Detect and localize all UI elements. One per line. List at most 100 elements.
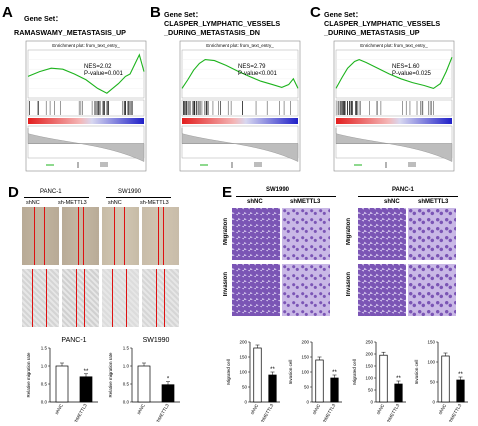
significance-label: * <box>167 377 170 383</box>
wound-edge-line <box>34 207 35 265</box>
plot-title: Enrichment plot: from_text_entry_ <box>52 43 120 48</box>
invasion-image <box>358 264 406 316</box>
migration-image <box>232 208 280 260</box>
wound-edge-line <box>84 269 85 327</box>
y-tick-label: 200 <box>239 340 247 345</box>
bar <box>268 374 277 403</box>
plot-title: Enrichment plot: from_text_entry_ <box>206 43 274 48</box>
panel-letter-e: E <box>222 184 233 201</box>
y-tick-label: 0.5 <box>41 382 48 387</box>
bar <box>379 354 388 403</box>
significance-label: ** <box>270 367 275 373</box>
scratch-image-later <box>102 269 139 327</box>
x-tick-label: shMETTL3 <box>259 403 275 422</box>
ranked-metric-fill <box>335 128 453 162</box>
gene-set-name-b-2: _DURING_METASTASIS_DN <box>164 28 260 37</box>
wound-edge-line <box>156 269 157 327</box>
bar <box>394 383 403 403</box>
wound-edge-line <box>112 269 113 327</box>
y-tick-label: 250 <box>365 340 373 345</box>
wound-edge-line <box>158 207 159 265</box>
e-group-label: shNC <box>384 199 400 205</box>
ranking-color-bar <box>28 118 144 124</box>
y-tick-label: 150 <box>301 355 309 360</box>
gene-set-label-b: Gene Set： <box>164 10 203 19</box>
x-tick-label: shNC <box>54 402 64 415</box>
y-axis-label: Relative migration rate <box>108 352 113 398</box>
hits-area <box>181 99 299 117</box>
gene-set-name-b-1: CLASPER_LYMPHATIC_VESSELS <box>164 19 281 28</box>
x-tick-label: shNC <box>375 402 385 415</box>
enrichment-score-line <box>181 59 299 89</box>
y-tick-label: 150 <box>427 340 435 345</box>
e-cellline-sw1990: SW1990 <box>266 187 290 193</box>
scratch-assay-images <box>22 207 180 327</box>
gsea-plot-a: Enrichment plot: from_text_entry_ NES=2.0… <box>25 40 147 172</box>
x-tick-label: shNC <box>311 402 321 415</box>
bar-chart-e-1: 0 50 100 150 200 Migrated cell shNC shMETTL3 ** <box>226 340 280 422</box>
migration-image <box>282 208 330 260</box>
bar-chart-e-3: 0 50 100 150 200 250 Migrated cell shNC shMETTL3… <box>352 340 406 422</box>
bar <box>330 377 339 403</box>
d-group-label: shNC <box>26 200 40 206</box>
gene-set-name-a: RAMASWAMY_METASTASIS_UP <box>14 28 126 37</box>
e-underline-sw1990 <box>236 196 336 197</box>
invasion-image <box>232 264 280 316</box>
x-tick-label: shMETTL3 <box>447 403 463 422</box>
y-tick-label: 0 <box>370 400 373 405</box>
e-cellline-panc1: PANC-1 <box>392 187 414 193</box>
scratch-image-0h <box>62 207 99 265</box>
x-tick-label: shMETTL3 <box>385 403 401 422</box>
gene-set-label-a: Gene Set： <box>24 14 63 23</box>
bar <box>161 384 175 403</box>
d-group-label: sh-METTL3 <box>140 200 169 206</box>
chart-title: PANC-1 <box>61 337 86 344</box>
gsea-plot-c: Enrichment plot: from_text_entry_ NES=1.6… <box>333 40 455 172</box>
bar <box>315 359 324 403</box>
y-tick-label: 100 <box>301 370 309 375</box>
y-tick-label: 50 <box>242 385 248 390</box>
bar-chart-e-4: 0 50 100 150 Invasion cell shNC shMETTL3 ** <box>414 340 468 422</box>
wound-edge-line <box>78 207 79 265</box>
y-axis-label: Migrated cell <box>226 359 231 385</box>
x-tick-label: shMETTL3 <box>321 403 337 422</box>
significance-label: ** <box>332 370 337 376</box>
d-cellline-sw1990: SW1990 <box>118 189 142 195</box>
x-tick-label: shMETTL3 <box>73 403 89 422</box>
y-tick-label: 50 <box>430 380 436 385</box>
scratch-image-later <box>142 269 179 327</box>
wound-edge-line <box>126 269 127 327</box>
wound-edge-line <box>32 269 33 327</box>
d-underline-sw1990 <box>106 197 171 198</box>
x-tick-label: shNC <box>136 402 146 415</box>
legend-metric-swatch <box>100 162 108 167</box>
nes-label: NES=2.02 <box>84 64 112 70</box>
enrichment-area <box>335 49 453 99</box>
e-group-label: shNC <box>247 199 263 205</box>
wound-edge-line <box>44 207 45 265</box>
d-cellline-panc1: PANC-1 <box>40 189 62 195</box>
y-axis-label: Invasion cell <box>414 360 419 385</box>
y-axis-label: Relative migration rate <box>26 352 31 398</box>
y-tick-label: 150 <box>365 364 373 369</box>
y-tick-label: 0.5 <box>123 382 130 387</box>
e-row-label-migration: Migration <box>223 218 229 245</box>
wound-edge-line <box>124 207 125 265</box>
enrichment-score-line <box>335 56 453 90</box>
y-tick-label: 1.0 <box>123 364 130 369</box>
d-group-label: shNC <box>108 200 122 206</box>
x-tick-label: shNC <box>437 402 447 415</box>
y-tick-label: 100 <box>365 376 373 381</box>
y-axis-label: Invasion cell <box>288 360 293 385</box>
scratch-image-later <box>62 269 99 327</box>
hits-area <box>335 99 453 117</box>
scratch-image-0h <box>102 207 139 265</box>
y-tick-label: 1.0 <box>41 364 48 369</box>
bar-chart-d-sw1990: SW1990 0.0 0.5 1.0 1.5 Relative migration rat… <box>108 337 180 422</box>
scratch-image-later <box>22 269 59 327</box>
transwell-images <box>232 208 472 316</box>
d-underline-panc1 <box>24 197 89 198</box>
plot-title: Enrichment plot: from_text_entry_ <box>360 43 428 48</box>
d-group-label: sh-METTL3 <box>58 200 87 206</box>
gene-set-label-c: Gene Set： <box>324 10 363 19</box>
